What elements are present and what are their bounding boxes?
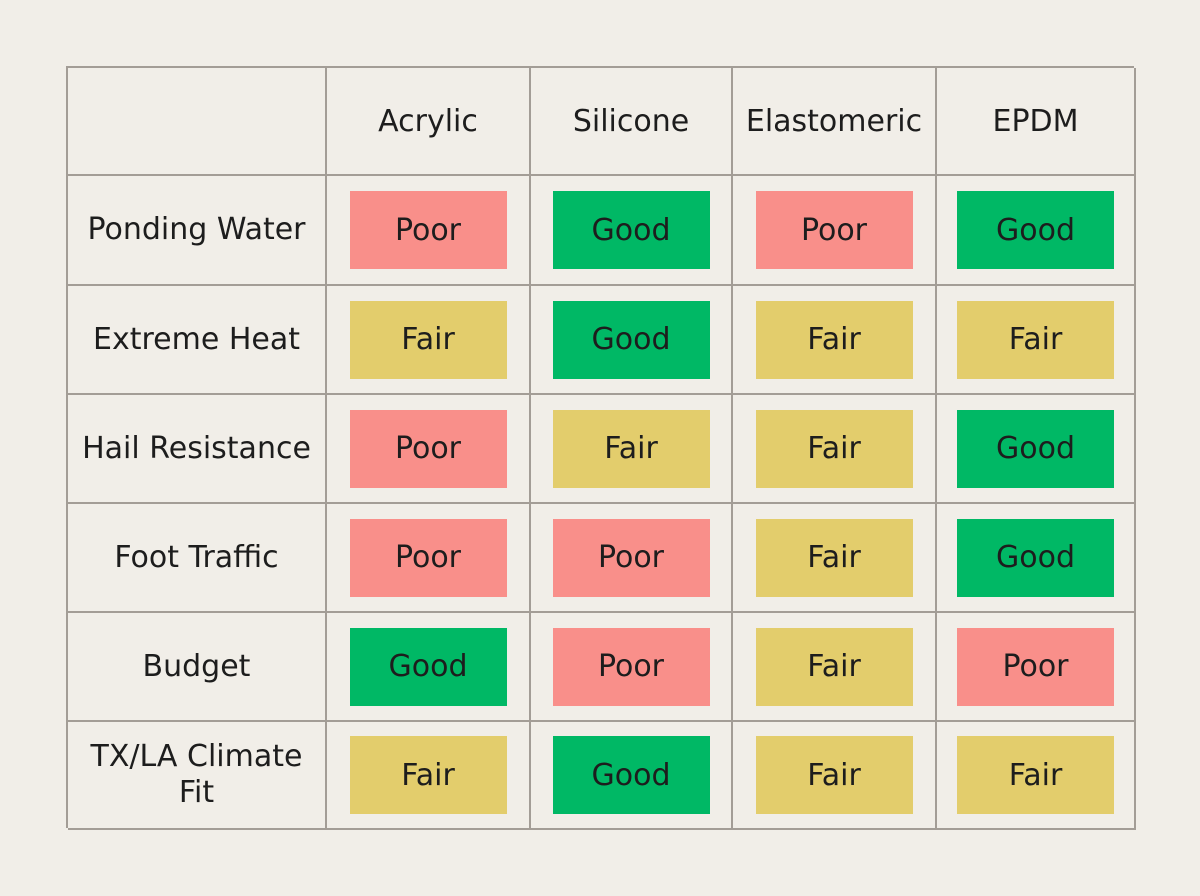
rating-cell: Good bbox=[531, 286, 733, 395]
rating-badge-poor: Poor bbox=[349, 518, 507, 597]
rating-cell: Poor bbox=[327, 504, 531, 613]
rating-badge-good: Good bbox=[957, 518, 1114, 597]
rating-badge-poor: Poor bbox=[755, 191, 913, 269]
rating-cell: Poor bbox=[733, 176, 937, 286]
rating-badge-fair: Fair bbox=[349, 736, 507, 814]
rating-badge-good: Good bbox=[349, 627, 507, 706]
rating-cell: Good bbox=[531, 176, 733, 286]
rating-cell: Fair bbox=[733, 613, 937, 722]
rating-cell: Fair bbox=[733, 722, 937, 830]
rating-cell: Fair bbox=[531, 395, 733, 504]
rating-cell: Fair bbox=[733, 395, 937, 504]
rating-badge-poor: Poor bbox=[552, 627, 710, 706]
rating-cell: Fair bbox=[733, 286, 937, 395]
rating-badge-poor: Poor bbox=[552, 518, 710, 597]
rating-badge-fair: Fair bbox=[755, 409, 913, 488]
row-header-foot-traffic: Foot Traffic bbox=[68, 504, 327, 613]
column-header-silicone: Silicone bbox=[531, 68, 733, 176]
rating-badge-fair: Fair bbox=[755, 518, 913, 597]
column-header-elastomeric: Elastomeric bbox=[733, 68, 937, 176]
rating-badge-fair: Fair bbox=[552, 409, 710, 488]
rating-badge-good: Good bbox=[552, 736, 710, 814]
rating-cell: Good bbox=[937, 504, 1136, 613]
column-header-epdm: EPDM bbox=[937, 68, 1136, 176]
row-header-extreme-heat: Extreme Heat bbox=[68, 286, 327, 395]
rating-badge-fair: Fair bbox=[755, 627, 913, 706]
rating-cell: Poor bbox=[937, 613, 1136, 722]
row-header-hail-resistance: Hail Resistance bbox=[68, 395, 327, 504]
rating-badge-fair: Fair bbox=[755, 736, 913, 814]
rating-badge-good: Good bbox=[957, 409, 1114, 488]
rating-cell: Poor bbox=[531, 613, 733, 722]
rating-cell: Fair bbox=[937, 722, 1136, 830]
row-header-budget: Budget bbox=[68, 613, 327, 722]
corner-header-cell bbox=[68, 68, 327, 176]
row-header-ponding-water: Ponding Water bbox=[68, 176, 327, 286]
rating-badge-poor: Poor bbox=[957, 627, 1114, 706]
rating-badge-poor: Poor bbox=[349, 191, 507, 269]
rating-cell: Fair bbox=[327, 286, 531, 395]
rating-cell: Poor bbox=[531, 504, 733, 613]
rating-badge-fair: Fair bbox=[957, 300, 1114, 379]
rating-badge-fair: Fair bbox=[349, 300, 507, 379]
rating-cell: Fair bbox=[327, 722, 531, 830]
rating-cell: Poor bbox=[327, 176, 531, 286]
comparison-table: Acrylic Silicone Elastomeric EPDM Ponding Wa… bbox=[66, 66, 1136, 830]
rating-badge-fair: Fair bbox=[957, 736, 1114, 814]
rating-cell: Fair bbox=[937, 286, 1136, 395]
rating-cell: Fair bbox=[733, 504, 937, 613]
rating-cell: Good bbox=[937, 395, 1136, 504]
rating-cell: Poor bbox=[327, 395, 531, 504]
rating-cell: Good bbox=[327, 613, 531, 722]
rating-badge-poor: Poor bbox=[349, 409, 507, 488]
column-header-acrylic: Acrylic bbox=[327, 68, 531, 176]
rating-cell: Good bbox=[937, 176, 1136, 286]
rating-badge-fair: Fair bbox=[755, 300, 913, 379]
rating-cell: Good bbox=[531, 722, 733, 830]
row-header-tx-la-climate-fit: TX/LA Climate Fit bbox=[68, 722, 327, 830]
rating-badge-good: Good bbox=[552, 191, 710, 269]
rating-badge-good: Good bbox=[957, 191, 1114, 269]
rating-badge-good: Good bbox=[552, 300, 710, 379]
